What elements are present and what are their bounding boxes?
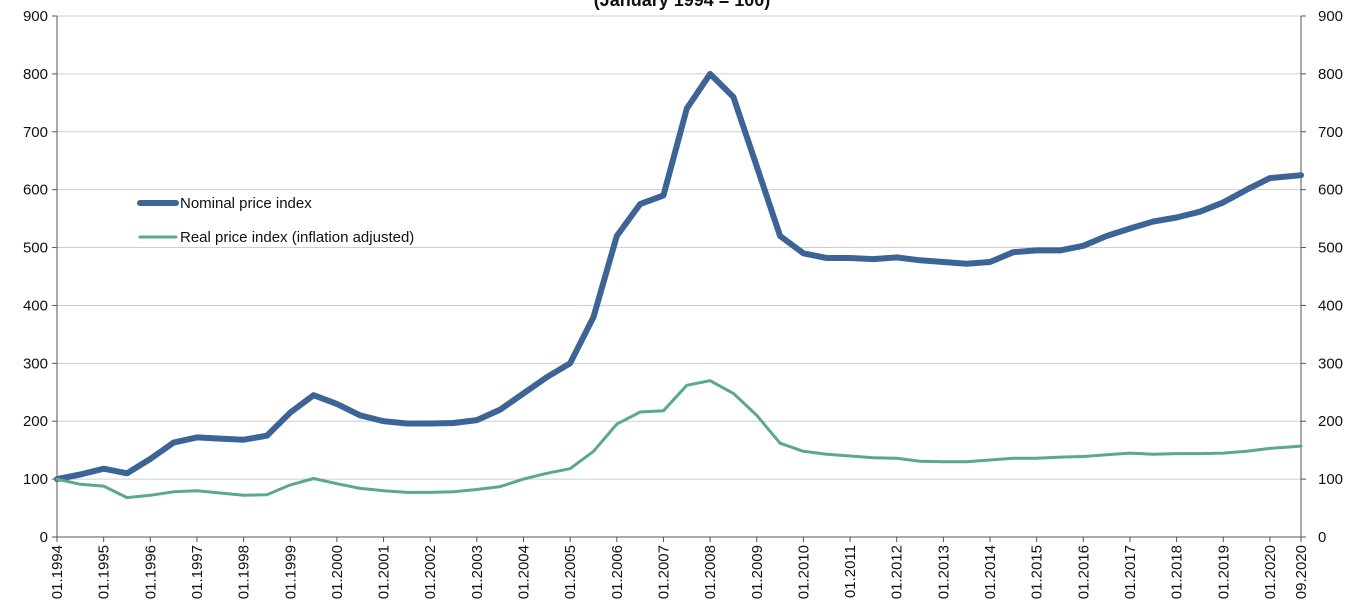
- series-lines: [54, 70, 1304, 500]
- y-tick-label-right: 200: [1318, 413, 1343, 430]
- y-tick-label-left: 100: [23, 471, 48, 488]
- series-line-nominal: [54, 70, 1304, 483]
- x-tick-label: 01.2008: [702, 545, 719, 599]
- x-tick-label: 01.2005: [562, 545, 579, 599]
- series-line-real: [55, 379, 1303, 500]
- x-tick-label: 01.2001: [376, 545, 393, 599]
- x-tick-label: 01.2013: [935, 545, 952, 599]
- x-tick-label: 01.1996: [142, 545, 159, 599]
- x-tick-label: 01.2015: [1029, 545, 1046, 599]
- x-tick-label: 01.1997: [189, 545, 206, 599]
- x-tick-label: 01.2012: [889, 545, 906, 599]
- y-tick-label-left: 600: [23, 182, 48, 199]
- x-tick-label: 01.2018: [1169, 545, 1186, 599]
- legend: Nominal price index Real price index (in…: [137, 195, 414, 246]
- x-tick-label: 01.2020: [1262, 545, 1279, 599]
- x-tick-label: 01.2014: [982, 545, 999, 599]
- y-tick-label-left: 300: [23, 355, 48, 372]
- chart-title: (January 1994 = 100): [594, 0, 771, 10]
- x-tick-label: 01.2007: [655, 545, 672, 599]
- x-tick-label: 01.2009: [749, 545, 766, 599]
- y-tick-label-right: 300: [1318, 355, 1343, 372]
- x-axis-ticks: 01.1994 01.1995 01.1996 01.1997 01.1998 01.19…: [49, 545, 1310, 599]
- y-axis-left-ticks: 0 100 200 300 400 500 600 700 800 900: [23, 8, 48, 546]
- x-tick-label: 01.2002: [422, 545, 439, 599]
- x-tick-label: 01.2017: [1122, 545, 1139, 599]
- y-tick-label-left: 200: [23, 413, 48, 430]
- x-tick-label: 01.2004: [516, 545, 533, 599]
- y-tick-label-right: 0: [1318, 529, 1326, 546]
- gridlines: [57, 15, 1301, 538]
- x-tick-label: 01.2019: [1215, 545, 1232, 599]
- y-tick-label-right: 400: [1318, 297, 1343, 314]
- y-tick-label-right: 600: [1318, 182, 1343, 199]
- axes: [52, 15, 1306, 542]
- legend-label-nominal: Nominal price index: [180, 195, 312, 212]
- y-tick-label-right: 700: [1318, 124, 1343, 141]
- x-tick-label: 01.1995: [96, 545, 113, 599]
- x-tick-label: 01.2010: [795, 545, 812, 599]
- x-tick-label: 01.2011: [842, 545, 859, 598]
- y-tick-label-left: 400: [23, 297, 48, 314]
- x-tick-label: 01.2003: [469, 545, 486, 599]
- y-tick-label-right: 900: [1318, 8, 1343, 25]
- y-tick-label-left: 500: [23, 240, 48, 257]
- x-tick-label: 01.2000: [329, 545, 346, 599]
- y-tick-label-right: 500: [1318, 240, 1343, 257]
- y-tick-label-right: 800: [1318, 66, 1343, 83]
- y-tick-label-left: 900: [23, 8, 48, 25]
- x-tick-label: 01.1994: [49, 545, 66, 599]
- y-tick-label-left: 0: [40, 529, 48, 546]
- x-tick-label: 09.2020: [1293, 545, 1310, 599]
- x-tick-label: 01.2016: [1075, 545, 1092, 599]
- legend-label-real: Real price index (inflation adjusted): [180, 229, 414, 246]
- x-tick-label: 01.1998: [236, 545, 253, 599]
- x-tick-label: 01.1999: [282, 545, 299, 599]
- y-axis-right-ticks: 0 100 200 300 400 500 600 700 800 900: [1318, 8, 1343, 546]
- y-tick-label-left: 800: [23, 66, 48, 83]
- y-tick-label-left: 700: [23, 124, 48, 141]
- x-tick-label: 01.2006: [609, 545, 626, 599]
- y-tick-label-right: 100: [1318, 471, 1343, 488]
